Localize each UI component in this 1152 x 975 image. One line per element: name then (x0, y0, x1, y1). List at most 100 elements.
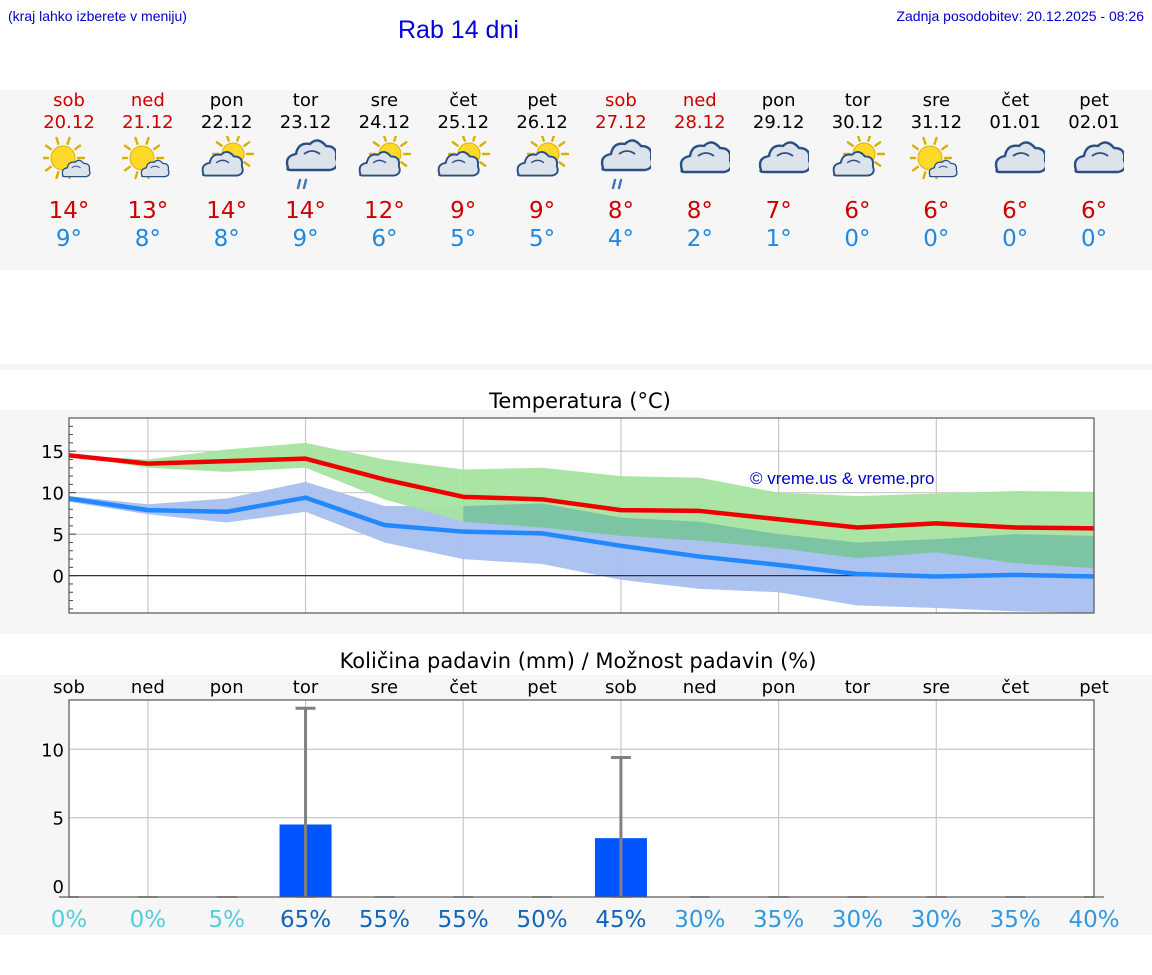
day-name: sob (53, 90, 85, 111)
day-date: 21.12 (122, 112, 174, 133)
max-temperature: 6° (923, 198, 950, 224)
day-date: 23.12 (279, 112, 332, 133)
min-temperature: 8° (213, 226, 240, 252)
max-temperature: 8° (686, 198, 713, 224)
min-temperature: 9° (55, 226, 83, 252)
cloud-part (994, 141, 1046, 174)
day-name: čet (1001, 90, 1030, 111)
precipitation-day-label: pet (1079, 677, 1109, 698)
precipitation-probability-label: 35% (753, 907, 804, 933)
precipitation-day-label: sob (53, 677, 85, 698)
precipitation-tick-label: 0 (53, 877, 64, 898)
sun-behind-cloud-icon (832, 136, 885, 177)
cloud-part (359, 151, 402, 177)
max-temperature: 6° (844, 198, 871, 224)
day-name: sre (922, 90, 951, 111)
page-title: Rab 14 dni (398, 16, 519, 44)
day-name: ned (682, 90, 717, 111)
sun-behind-cloud-icon (516, 136, 570, 177)
sun-behind-cloud-icon (359, 136, 412, 177)
partly-sunny-icon (121, 136, 170, 180)
precipitation-probability-label: 0% (51, 907, 88, 933)
precipitation-day-label: sob (605, 677, 637, 698)
cloud-part (285, 139, 336, 172)
cloud-rain-icon (285, 139, 336, 190)
day-name: sob (605, 90, 637, 111)
sun-behind-cloud-icon (437, 136, 491, 177)
day-date: 27.12 (595, 112, 647, 133)
max-temperature: 13° (127, 198, 169, 224)
last-update: Zadnja posodobitev: 20.12.2025 - 08:26 (896, 8, 1144, 24)
day-name: pon (761, 90, 796, 111)
cloudy-icon (758, 141, 809, 174)
min-temperature: 6° (371, 226, 398, 252)
max-temperature: 9° (529, 198, 556, 224)
precipitation-tick-label: 10 (41, 740, 64, 761)
cloud-part (61, 159, 91, 178)
precipitation-tick-label: 5 (53, 809, 64, 830)
precipitation-probability-label: 50% (517, 907, 568, 933)
day-name: pet (527, 90, 557, 111)
min-temperature: 5° (529, 226, 556, 252)
cloud-part (437, 151, 480, 177)
max-temperature: 12° (364, 198, 405, 224)
max-temperature: 14° (48, 198, 90, 224)
min-temperature: 0° (844, 226, 871, 252)
day-name: pon (209, 90, 244, 111)
max-temperature: 8° (607, 198, 634, 224)
temperature-tick-label: 5 (53, 525, 64, 546)
daily-forecast-strip: sob 20.12 14° 9° ned 21.12 13° 8° pon 22.12 14° 8° t… (0, 90, 1152, 270)
min-temperature: 2° (686, 226, 713, 252)
day-date: 31.12 (910, 112, 963, 133)
max-temperature: 6° (1080, 198, 1108, 224)
precipitation-probability-label: 30% (674, 907, 725, 933)
precipitation-probability-label: 30% (832, 907, 883, 933)
day-name: tor (844, 90, 871, 111)
location-hint: (kraj lahko izberete v meniju) (8, 8, 187, 24)
tmin-series-line (68, 495, 1095, 579)
min-temperature: 4° (607, 226, 634, 252)
precipitation-day-label: sre (923, 677, 950, 698)
precipitation-plot-area (69, 700, 1094, 897)
max-temperature: 7° (765, 198, 792, 224)
cloud-part (929, 159, 958, 178)
day-name: čet (449, 90, 478, 111)
cloud-part (832, 151, 875, 177)
day-name: tor (292, 90, 319, 111)
precipitation-probability-label: 40% (1068, 907, 1119, 933)
cloudy-icon (679, 141, 730, 174)
cloud-part (140, 159, 170, 178)
precipitation-day-label: tor (293, 677, 319, 698)
cloud-part (758, 141, 809, 174)
precipitation-probability-label: 45% (595, 907, 646, 933)
cloud-part (201, 151, 244, 177)
precipitation-day-label: sre (371, 677, 398, 698)
min-temperature: 0° (1002, 226, 1029, 252)
day-date: 20.12 (43, 112, 95, 133)
tmin-uncertainty-band (69, 481, 1094, 613)
day-date: 25.12 (437, 112, 490, 133)
cloud-part (679, 141, 730, 174)
temperature-plot-frame (68, 417, 1095, 614)
day-date: 22.12 (200, 112, 253, 133)
tmax-series-line (68, 453, 1095, 531)
temperature-tick-label: 15 (41, 442, 64, 463)
separator (0, 364, 1152, 370)
day-name: pet (1079, 90, 1109, 111)
precipitation-day-label: pet (527, 677, 557, 698)
temperature-tick-label: 0 (53, 567, 64, 588)
day-date: 26.12 (516, 112, 568, 133)
partly-sunny-icon (910, 136, 958, 180)
day-date: 28.12 (674, 112, 726, 133)
day-name: ned (130, 90, 165, 111)
precipitation-day-label: ned (683, 677, 717, 698)
max-temperature: 9° (450, 198, 477, 224)
precipitation-day-label: pon (762, 677, 796, 698)
precipitation-day-label: ned (131, 677, 165, 698)
cloudy-icon (1073, 141, 1125, 174)
max-temperature: 14° (285, 198, 326, 224)
temperature-band-overlap (463, 503, 1094, 569)
precipitation-probability-label: 30% (911, 907, 962, 933)
precipitation-probability-label: 0% (130, 907, 167, 933)
